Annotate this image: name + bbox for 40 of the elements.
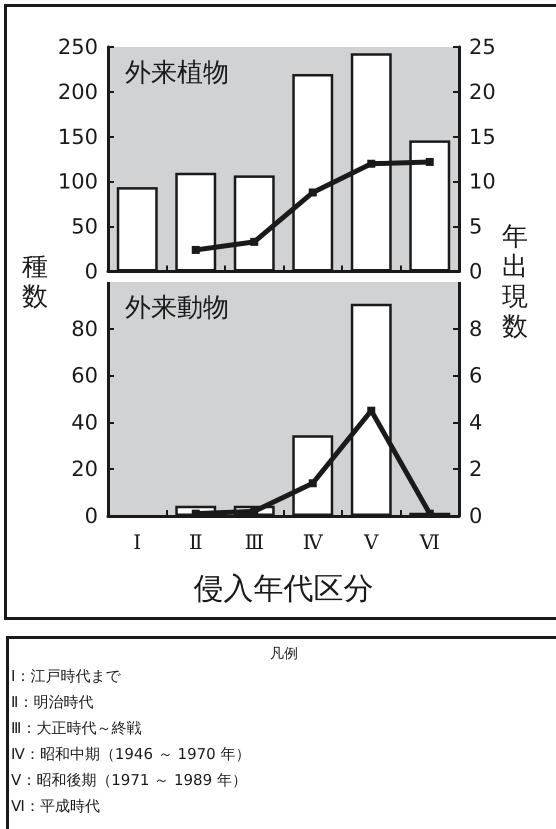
x-tick-label: Ⅲ — [244, 530, 264, 554]
text: Ⅲ：大正時代～終戦 — [10, 718, 142, 739]
x-tick-label: Ⅳ — [302, 530, 324, 554]
text: Ⅰ：江戸時代まで — [10, 666, 122, 687]
y2-tick-label: 5 — [469, 214, 482, 239]
y2-tick-label: 8 — [469, 316, 482, 341]
y-tick-label: 80 — [71, 316, 98, 341]
x-tick-label: Ⅱ — [188, 530, 203, 554]
x-tick-label: Ⅰ — [133, 530, 142, 554]
y2-tick-label: 20 — [469, 80, 496, 104]
y2-tick-label: 6 — [469, 364, 482, 388]
text: Ⅵ：平成時代 — [10, 796, 101, 817]
x-tick-label: Ⅴ — [363, 530, 380, 554]
y2-tick-label: 0 — [469, 504, 482, 528]
text: Ⅱ：明治時代 — [10, 692, 94, 713]
y2-tick-label: 25 — [469, 35, 496, 59]
y2-tick-label: 10 — [469, 170, 496, 194]
y2-tick-label: 2 — [469, 457, 482, 482]
text: Ⅴ：昭和後期（1971 ～ 1989 年） — [10, 770, 248, 791]
chart-title: 外来動物 — [125, 293, 229, 323]
y-tick-label: 0 — [84, 504, 98, 528]
x-axis-title: 侵入年代区分 — [194, 572, 374, 606]
y-axis-title: 種数 — [21, 252, 49, 312]
y-tick-label: 200 — [58, 80, 98, 104]
y-tick-label: 20 — [71, 457, 98, 482]
y-tick-label: 50 — [71, 214, 98, 239]
y2-tick-label: 4 — [469, 410, 482, 434]
y-tick-label: 150 — [58, 124, 98, 149]
y-tick-label: 250 — [58, 35, 98, 59]
y2-axis-title: 年出現数 — [501, 222, 529, 342]
y2-tick-label: 15 — [469, 124, 496, 149]
chart-title: 外来植物 — [125, 58, 229, 88]
y-tick-label: 0 — [84, 260, 98, 284]
y-tick-label: 60 — [71, 364, 98, 388]
y-tick-label: 40 — [71, 410, 98, 434]
y-tick-label: 100 — [58, 170, 98, 194]
y2-tick-label: 0 — [469, 260, 482, 284]
text: Ⅳ：昭和中期（1946 ～ 1970 年） — [10, 744, 252, 765]
x-tick-label: Ⅵ — [418, 530, 440, 554]
text: 凡例 — [269, 645, 299, 663]
